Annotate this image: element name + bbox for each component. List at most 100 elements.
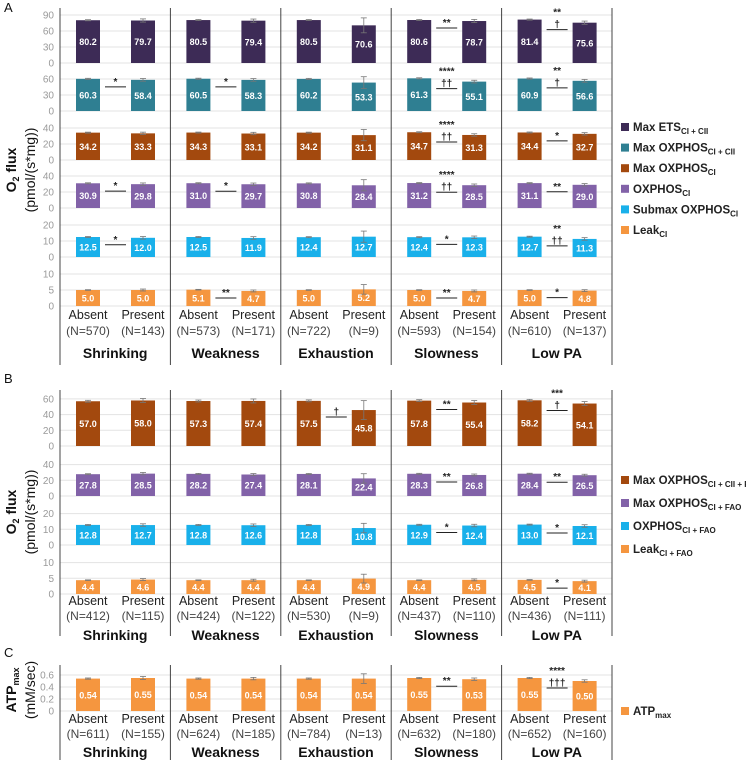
significance-marker: **	[443, 288, 451, 299]
group-label: Slowness	[414, 744, 479, 760]
bar-slowness-absent	[407, 132, 432, 160]
bar-exhaustion-present	[351, 289, 376, 306]
bar-weakness-absent	[186, 401, 211, 446]
data-label: 54.1	[576, 420, 594, 430]
data-label: 34.2	[79, 142, 97, 152]
bar-shrinking-present	[131, 133, 155, 160]
y-tick-label: 20	[43, 426, 55, 437]
data-label: 0.55	[134, 690, 152, 700]
legend-label: Max OXPHOSCI + FAO	[633, 498, 741, 512]
data-label: 4.4	[413, 583, 426, 593]
bar-slowness-present	[462, 474, 487, 496]
y-axis-title: O2 flux	[3, 147, 21, 192]
data-label: 4.1	[578, 583, 591, 593]
bar-weakness-absent	[186, 678, 211, 711]
data-label: 34.7	[410, 142, 428, 152]
bar-low-pa-present	[572, 403, 597, 446]
data-label: 79.7	[134, 37, 152, 47]
legend-label: Max OXPHOSCI + CII + FAO	[633, 475, 746, 489]
data-label: 81.4	[521, 37, 539, 47]
significance-marker: †	[554, 401, 560, 412]
data-label: 80.6	[410, 37, 428, 47]
data-label: 0.50	[576, 692, 594, 702]
bar-exhaustion-absent	[296, 580, 321, 594]
bar-weakness-absent	[186, 524, 211, 545]
sample-size-label: (N=610)	[508, 324, 552, 338]
label-main: Leak	[633, 225, 660, 237]
bar-low-pa-absent	[517, 290, 542, 306]
significance-marker: ††	[552, 236, 563, 247]
data-label: 0.54	[300, 690, 318, 700]
data-label: 30.8	[300, 191, 318, 201]
significance-marker: *	[555, 578, 559, 589]
bar-exhaustion-absent	[296, 678, 321, 711]
bar-shrinking-absent	[76, 524, 100, 545]
y-tick-label: 0.2	[40, 695, 54, 706]
label-subscript: CI	[682, 189, 690, 198]
bar-slowness-absent	[407, 678, 432, 711]
label-subscript: CI + FAO	[659, 549, 693, 558]
y-tick-label: 40	[43, 172, 55, 183]
data-label: 11.9	[245, 243, 262, 253]
bar-low-pa-absent	[517, 524, 542, 545]
y-axis-title: O2 flux	[3, 489, 21, 534]
group-label: Shrinking	[83, 345, 148, 361]
y-tick-label: 0	[48, 59, 54, 70]
y-axis-title-sub: max	[11, 668, 21, 686]
category-label: Present	[232, 308, 276, 322]
significance-marker: †	[554, 78, 560, 89]
sample-size-label: (N=9)	[349, 324, 379, 338]
category-label: Absent	[400, 594, 439, 608]
data-label: 60.5	[190, 90, 208, 100]
y-tick-label: 10	[43, 525, 55, 536]
data-label: 57.8	[410, 419, 428, 429]
significance-marker: *	[114, 181, 118, 192]
data-label: 57.0	[79, 419, 97, 429]
data-label: 28.2	[190, 480, 208, 490]
data-label: 58.4	[134, 91, 152, 101]
data-label: 5.0	[137, 294, 150, 304]
data-label: 4.5	[468, 582, 481, 592]
category-label: Absent	[289, 308, 328, 322]
bar-exhaustion-absent	[296, 524, 321, 545]
data-label: 0.53	[465, 691, 483, 701]
bar-exhaustion-present	[351, 528, 376, 545]
y-tick-label: 0	[48, 302, 54, 313]
bar-slowness-absent	[407, 20, 432, 63]
panel-label: C	[4, 645, 13, 660]
y-tick-label: 0	[48, 107, 54, 118]
sample-size-label: (N=171)	[232, 324, 276, 338]
bar-weakness-absent	[186, 580, 211, 594]
data-label: 31.1	[355, 143, 373, 153]
bar-slowness-present	[462, 402, 487, 446]
sample-size-label: (N=593)	[397, 324, 441, 338]
data-label: 57.5	[300, 419, 318, 429]
y-axis-title: ATPmax	[3, 668, 21, 713]
y-tick-label: 40	[43, 124, 55, 135]
data-label: 12.9	[410, 530, 428, 540]
category-label: Absent	[179, 712, 218, 726]
data-label: 57.3	[190, 419, 208, 429]
sample-size-label: (N=160)	[563, 727, 607, 741]
bar-slowness-present	[462, 679, 487, 711]
label-main: Leak	[633, 544, 660, 556]
data-label: 57.4	[245, 419, 263, 429]
sample-size-label: (N=632)	[397, 727, 441, 741]
data-label: 10.8	[355, 532, 373, 542]
significance-marker: *	[555, 288, 559, 299]
label-main: Max OXPHOS	[633, 163, 708, 175]
data-label: 4.8	[578, 294, 591, 304]
bar-slowness-absent	[407, 524, 432, 545]
significance-marker: *	[555, 131, 559, 142]
bar-low-pa-absent	[517, 78, 542, 111]
significance-marker: **	[553, 472, 561, 483]
label-main: OXPHOS	[633, 184, 683, 196]
bar-shrinking-present	[131, 290, 155, 306]
legend-label: Max OXPHOSCI + CII	[633, 143, 735, 157]
significance-marker: †	[334, 407, 340, 418]
sample-size-label: (N=570)	[66, 324, 110, 338]
label-subscript: CI + CII	[681, 127, 708, 136]
data-label: 0.55	[410, 690, 428, 700]
category-label: Present	[232, 712, 276, 726]
